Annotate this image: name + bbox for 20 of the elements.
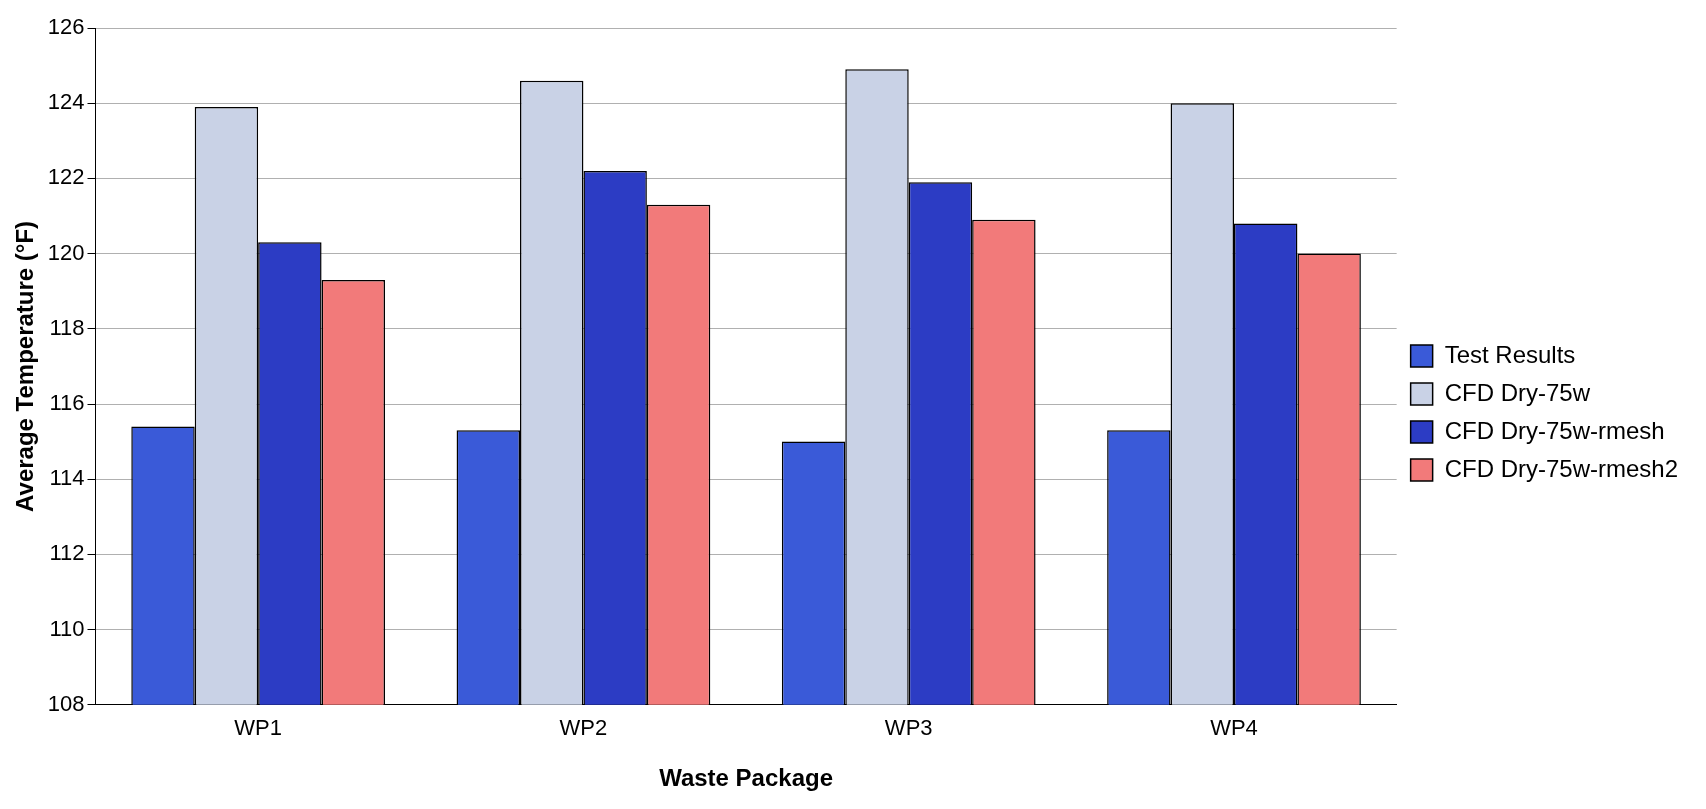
- y-tick-label: 116: [49, 390, 85, 416]
- legend-label: CFD Dry-75w-rmesh: [1444, 416, 1665, 444]
- y-tick-label: 112: [49, 540, 85, 566]
- y-tick-label: 114: [49, 465, 85, 491]
- x-tick-label: WP3: [884, 715, 933, 741]
- x-tick-label: WP4: [1210, 715, 1258, 741]
- legend-label: CFD Dry-75w: [1444, 378, 1591, 406]
- legend-label: Test Results: [1444, 340, 1576, 368]
- x-tick-label: WP1: [234, 715, 282, 741]
- y-tick-label: 124: [47, 89, 85, 115]
- y-axis-title: Average Temperature (°F): [11, 220, 39, 512]
- legend-label: CFD Dry-75w-rmesh2: [1444, 454, 1678, 482]
- y-tick-label: 108: [47, 690, 85, 716]
- x-tick-label: WP2: [559, 715, 608, 741]
- y-tick-label: 122: [47, 164, 85, 190]
- y-tick-label: 120: [47, 239, 85, 265]
- y-tick-label: 118: [49, 314, 85, 340]
- y-tick-label: 110: [49, 615, 85, 641]
- x-axis-title: Waste Package: [659, 764, 834, 792]
- y-tick-label: 126: [47, 14, 85, 40]
